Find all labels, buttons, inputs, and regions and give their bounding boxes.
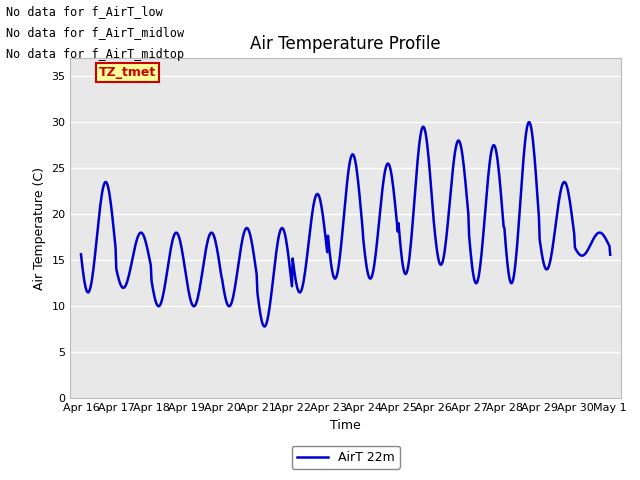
Text: No data for f_AirT_low: No data for f_AirT_low — [6, 5, 163, 18]
Text: TZ_tmet: TZ_tmet — [99, 66, 156, 79]
Title: Air Temperature Profile: Air Temperature Profile — [250, 35, 441, 53]
Text: No data for f_AirT_midlow: No data for f_AirT_midlow — [6, 26, 184, 39]
Text: No data for f_AirT_midtop: No data for f_AirT_midtop — [6, 48, 184, 61]
Y-axis label: Air Temperature (C): Air Temperature (C) — [33, 167, 46, 289]
X-axis label: Time: Time — [330, 419, 361, 432]
Legend: AirT 22m: AirT 22m — [292, 446, 399, 469]
